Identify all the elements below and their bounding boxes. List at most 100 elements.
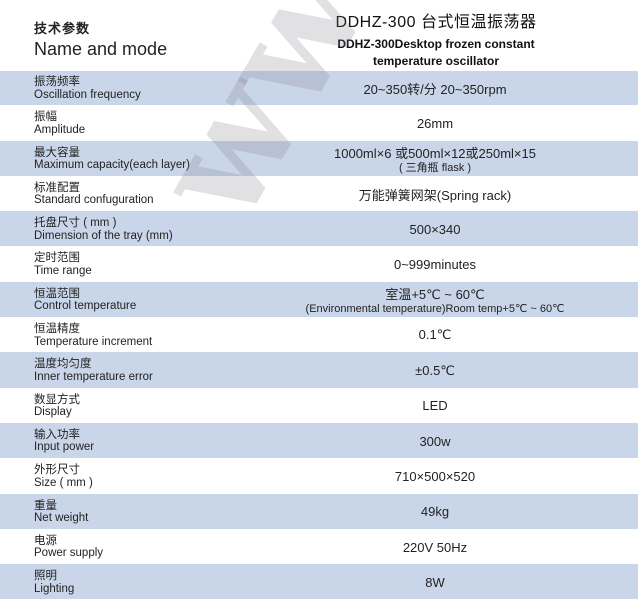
spec-label-en: Oscillation frequency xyxy=(34,88,141,101)
spec-label-zh: 定时范围 xyxy=(34,252,80,265)
spec-value-main: 0.1℃ xyxy=(418,327,452,343)
spec-value-main: 220V 50Hz xyxy=(402,539,468,555)
spec-label-en: Power supply xyxy=(34,547,104,560)
spec-value: 8W xyxy=(290,565,580,599)
spec-label-en: Display xyxy=(34,406,72,419)
spec-label-en: Time range xyxy=(34,264,92,277)
spec-row: 输入功率 Input power 300w xyxy=(0,423,638,460)
spec-value-main: 8W xyxy=(425,574,445,590)
spec-label-zh: 照明 xyxy=(34,570,57,583)
spec-value-main: 26mm xyxy=(416,115,454,131)
spec-value: LED xyxy=(290,389,580,423)
spec-value: 室温+5℃ ~ 60℃ (Environmental temperature)Ro… xyxy=(290,283,580,317)
spec-label-zh: 振幅 xyxy=(34,111,57,124)
product-title: DDHZ-300 台式恒温振荡器 xyxy=(335,14,537,31)
spec-value-main: 300w xyxy=(419,433,451,449)
spec-row: 振幅 Amplitude 26mm xyxy=(0,106,638,142)
spec-label-en: Standard confuguration xyxy=(34,194,154,207)
spec-value-main: LED xyxy=(422,398,448,414)
spec-value: 0~999minutes xyxy=(290,247,580,281)
spec-row: 标准配置 Standard confuguration 万能弹簧网架(Spring … xyxy=(0,176,638,213)
spec-value-main: 室温+5℃ ~ 60℃ xyxy=(385,286,485,302)
spec-label-zh: 输入功率 xyxy=(34,428,80,441)
spec-row: 重量 Net weight 49kg xyxy=(0,494,638,530)
spec-label-en: Temperature increment xyxy=(34,335,153,348)
spec-value-main: 0~999minutes xyxy=(393,257,477,273)
spec-value-main: 500×340 xyxy=(409,221,461,237)
spec-label-en: Maximum capacity(each layer) xyxy=(34,159,190,172)
spec-row: 托盘尺寸 ( mm ) Dimension of the tray (mm) 500… xyxy=(0,212,638,248)
spec-value-main: ±0.5℃ xyxy=(415,362,455,378)
spec-label-zh: 标准配置 xyxy=(34,181,80,194)
heading-en: Name and mode xyxy=(34,39,168,59)
spec-row: 数显方式 Display LED xyxy=(0,388,638,424)
header: 技术参数 Name and mode DDHZ-300 台式恒温振荡器 DDHZ… xyxy=(0,0,638,70)
spec-label-zh: 数显方式 xyxy=(34,393,80,406)
spec-label-zh: 温度均匀度 xyxy=(34,358,92,371)
heading-zh: 技术参数 xyxy=(34,21,91,36)
spec-row: 外形尺寸 Size ( mm ) 710×500×520 xyxy=(0,459,638,495)
spec-label-zh: 恒温精度 xyxy=(34,323,80,336)
spec-value: ±0.5℃ xyxy=(290,353,580,387)
spec-label-en: Amplitude xyxy=(34,123,86,136)
spec-row: 恒温范围 Control temperature 室温+5℃ ~ 60℃ (Envir… xyxy=(0,282,638,319)
spec-label: 数显方式 Display xyxy=(34,394,80,419)
spec-label: 恒温范围 Control temperature xyxy=(34,288,136,313)
spec-label-zh: 最大容量 xyxy=(34,146,80,159)
spec-value: 万能弹簧网架(Spring rack) xyxy=(290,177,580,211)
spec-value-sub: (Environmental temperature)Room temp+5℃ … xyxy=(305,302,565,315)
spec-label: 重量 Net weight xyxy=(34,500,88,525)
spec-label: 振荡频率 Oscillation frequency xyxy=(34,76,141,101)
spec-label: 照明 Lighting xyxy=(34,570,74,595)
product-subtitle: DDHZ-300Desktop frozen constant temperat… xyxy=(300,36,572,70)
spec-value: 220V 50Hz xyxy=(290,530,580,564)
spec-label-en: Lighting xyxy=(34,582,75,595)
spec-row: 定时范围 Time range 0~999minutes xyxy=(0,247,638,283)
spec-row: 最大容量 Maximum capacity(each layer) 1000ml×6… xyxy=(0,141,638,177)
spec-row: 电源 Power supply 220V 50Hz xyxy=(0,529,638,566)
spec-row: 振荡频率 Oscillation frequency 20~350转/分 20~35… xyxy=(0,71,638,107)
spec-value-main: 20~350转/分 20~350rpm xyxy=(363,81,507,97)
spec-label-zh: 重量 xyxy=(34,499,57,512)
spec-label: 输入功率 Input power xyxy=(34,429,94,454)
spec-label: 振幅 Amplitude xyxy=(34,111,85,136)
spec-value: 49kg xyxy=(290,495,580,529)
subtitle-line-2: temperature oscillator xyxy=(372,54,500,68)
spec-label: 温度均匀度 Inner temperature error xyxy=(34,358,153,383)
spec-label-zh: 外形尺寸 xyxy=(34,464,80,477)
spec-value-sub: ( 三角瓶 flask ) xyxy=(398,161,472,174)
spec-label: 最大容量 Maximum capacity(each layer) xyxy=(34,147,190,172)
spec-label: 电源 Power supply xyxy=(34,535,103,560)
spec-value-main: 万能弹簧网架(Spring rack) xyxy=(358,187,512,203)
spec-label: 定时范围 Time range xyxy=(34,252,92,277)
spec-value: 300w xyxy=(290,424,580,458)
subtitle-line-1: DDHZ-300Desktop frozen constant xyxy=(337,37,535,51)
spec-label: 托盘尺寸 ( mm ) Dimension of the tray (mm) xyxy=(34,217,173,242)
spec-label-zh: 恒温范围 xyxy=(34,287,80,300)
spec-label-zh: 振荡频率 xyxy=(34,76,80,88)
spec-row: 照明 Lighting 8W xyxy=(0,565,638,601)
spec-label-en: Net weight xyxy=(34,512,89,525)
section-heading: 技术参数 Name and mode xyxy=(34,18,167,60)
spec-value: 20~350转/分 20~350rpm xyxy=(290,71,580,105)
spec-value-main: 1000ml×6 或500ml×12或250ml×15 xyxy=(334,145,536,161)
spec-value-main: 49kg xyxy=(420,504,450,520)
product-title-block: DDHZ-300 台式恒温振荡器 DDHZ-300Desktop frozen … xyxy=(300,8,572,70)
spec-label-en: Input power xyxy=(34,441,95,454)
spec-label: 外形尺寸 Size ( mm ) xyxy=(34,464,93,489)
spec-label-zh: 电源 xyxy=(34,534,57,547)
spec-label: 标准配置 Standard confuguration xyxy=(34,182,154,207)
spec-value: 500×340 xyxy=(290,212,580,246)
spec-label-en: Inner temperature error xyxy=(34,370,153,383)
spec-value: 710×500×520 xyxy=(290,459,580,493)
spec-label-en: Dimension of the tray (mm) xyxy=(34,229,173,242)
spec-value-main: 710×500×520 xyxy=(394,468,476,484)
spec-table: 振荡频率 Oscillation frequency 20~350转/分 20~35… xyxy=(0,71,638,601)
spec-label-en: Size ( mm ) xyxy=(34,476,93,489)
spec-label: 恒温精度 Temperature increment xyxy=(34,323,152,348)
spec-value: 26mm xyxy=(290,106,580,140)
spec-row: 温度均匀度 Inner temperature error ±0.5℃ xyxy=(0,353,638,389)
spec-value: 1000ml×6 或500ml×12或250ml×15( 三角瓶 flask ) xyxy=(290,142,580,176)
spec-label-en: Control temperature xyxy=(34,300,137,313)
